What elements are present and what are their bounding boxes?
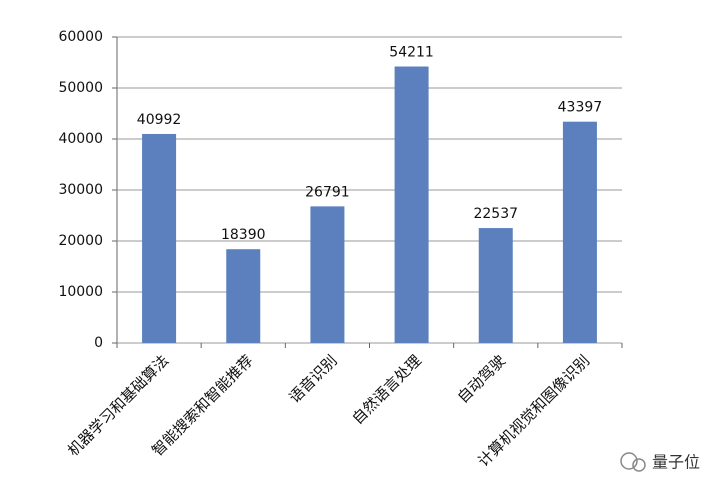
bar	[562, 121, 597, 344]
bar	[142, 133, 177, 343]
x-tick-label: 自动驾驶	[455, 352, 509, 406]
bar	[478, 228, 513, 343]
y-tick-label: 60000	[58, 29, 103, 45]
watermark-icon	[632, 458, 646, 472]
y-tick-label: 10000	[58, 284, 103, 300]
y-tick-label: 30000	[58, 182, 103, 198]
bar	[394, 66, 429, 344]
data-label: 54211	[389, 45, 434, 61]
x-tick-label: 自然语言处理	[349, 352, 425, 428]
y-tick-label: 40000	[58, 131, 103, 147]
data-label: 40992	[137, 112, 182, 128]
watermark-icon	[620, 452, 638, 470]
data-label: 26791	[305, 184, 350, 200]
watermark-text: 量子位	[652, 453, 700, 472]
y-tick-label: 50000	[58, 80, 103, 96]
data-label: 43397	[558, 100, 603, 116]
data-label: 22537	[473, 206, 518, 222]
y-tick-label: 0	[94, 335, 103, 351]
x-tick-label: 语音识别	[286, 352, 340, 406]
bar	[226, 249, 261, 343]
y-tick-label: 20000	[58, 233, 103, 249]
bar	[310, 206, 345, 343]
data-label: 18390	[221, 227, 266, 243]
watermark: 量子位	[620, 452, 700, 472]
